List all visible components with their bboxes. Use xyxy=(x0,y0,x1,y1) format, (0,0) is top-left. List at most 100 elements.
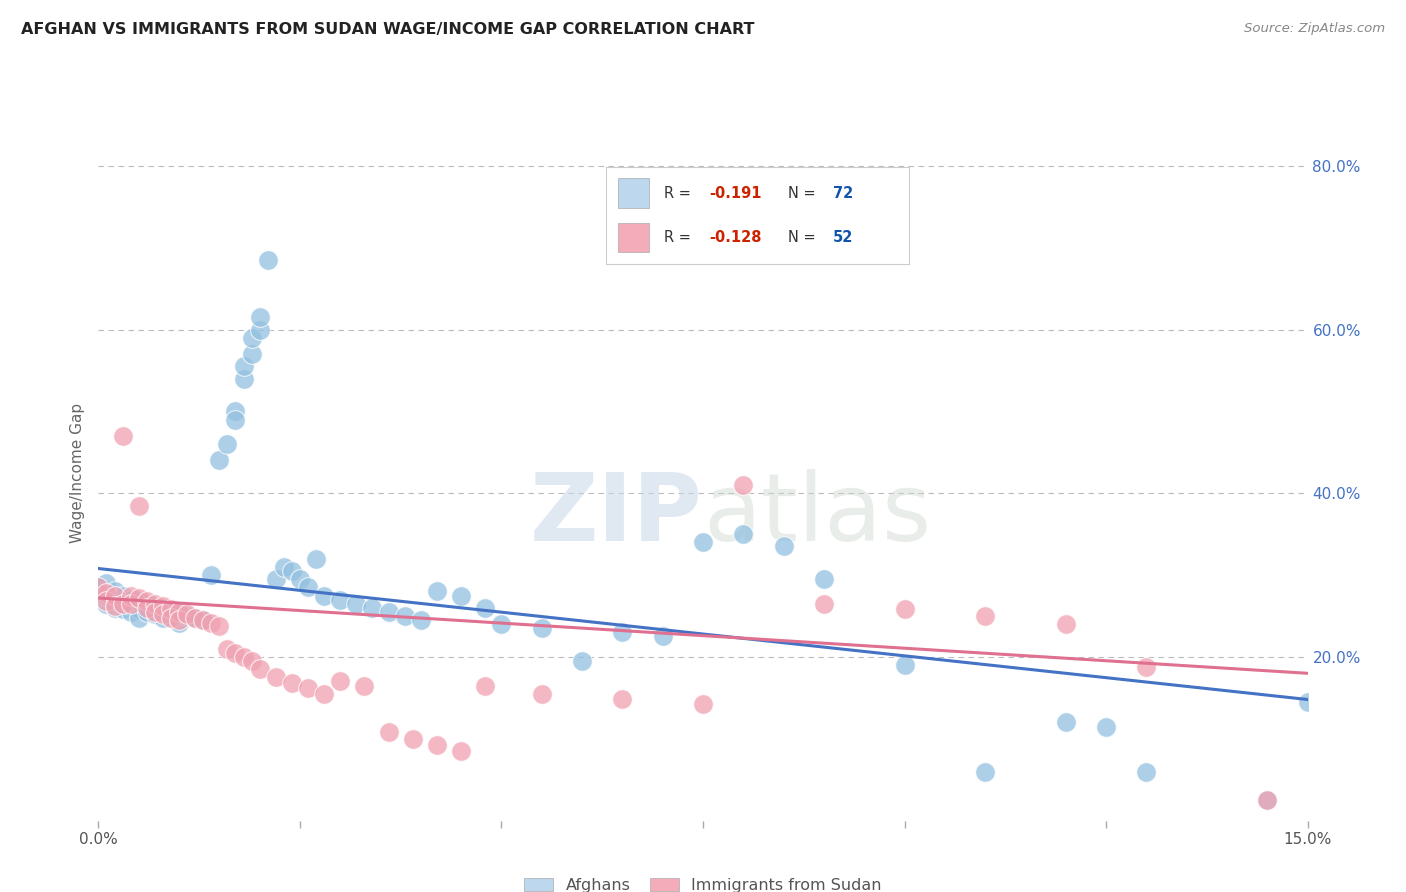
Point xyxy=(143,607,166,622)
Point xyxy=(893,602,915,616)
Point xyxy=(974,764,997,779)
Point xyxy=(264,572,287,586)
Point xyxy=(450,744,472,758)
Point xyxy=(474,600,496,615)
Point xyxy=(176,609,198,624)
Text: atlas: atlas xyxy=(703,468,931,560)
Point xyxy=(530,621,553,635)
Point xyxy=(103,592,125,607)
Text: N =: N = xyxy=(787,230,815,244)
Point xyxy=(111,429,134,443)
Point xyxy=(491,617,513,632)
Point xyxy=(152,607,174,622)
Text: 52: 52 xyxy=(832,230,853,244)
Point xyxy=(120,599,142,614)
Point xyxy=(176,607,198,622)
Point xyxy=(974,609,997,624)
Point xyxy=(692,698,714,712)
Text: 72: 72 xyxy=(832,186,853,201)
Point xyxy=(217,641,239,656)
Point xyxy=(96,597,118,611)
Point xyxy=(167,607,190,622)
Point xyxy=(135,600,157,615)
Point xyxy=(111,589,134,603)
Point xyxy=(128,499,150,513)
Point xyxy=(264,670,287,684)
Point xyxy=(232,649,254,664)
Y-axis label: Wage/Income Gap: Wage/Income Gap xyxy=(69,402,84,543)
Point xyxy=(96,594,118,608)
Point xyxy=(612,625,634,640)
Point xyxy=(232,359,254,374)
Point xyxy=(103,584,125,599)
Point xyxy=(361,600,384,615)
Point xyxy=(103,599,125,614)
Point xyxy=(377,725,399,739)
Point xyxy=(120,592,142,607)
Text: -0.191: -0.191 xyxy=(709,186,762,201)
Point xyxy=(96,576,118,591)
Point xyxy=(184,610,207,624)
Point xyxy=(224,412,246,426)
Point xyxy=(208,453,231,467)
Point xyxy=(128,610,150,624)
Point xyxy=(249,310,271,325)
Point xyxy=(184,610,207,624)
Point xyxy=(281,676,304,690)
Point xyxy=(193,613,215,627)
Point xyxy=(314,687,336,701)
Point xyxy=(152,599,174,614)
Point xyxy=(281,564,304,578)
Text: Source: ZipAtlas.com: Source: ZipAtlas.com xyxy=(1244,22,1385,36)
Point xyxy=(1256,793,1278,807)
Point xyxy=(249,662,271,676)
Point xyxy=(450,589,472,603)
Point xyxy=(135,594,157,608)
Point xyxy=(232,371,254,385)
Point xyxy=(160,602,183,616)
Point xyxy=(224,404,246,418)
Point xyxy=(167,615,190,630)
Point xyxy=(612,692,634,706)
Point xyxy=(402,731,425,746)
Point xyxy=(314,589,336,603)
Point xyxy=(1256,793,1278,807)
Point xyxy=(128,602,150,616)
Point xyxy=(217,437,239,451)
Text: R =: R = xyxy=(664,186,690,201)
Text: -0.128: -0.128 xyxy=(709,230,762,244)
Point xyxy=(409,613,432,627)
Point xyxy=(128,594,150,608)
Point xyxy=(111,602,134,616)
Point xyxy=(143,605,166,619)
Point xyxy=(288,572,311,586)
Point xyxy=(530,687,553,701)
Point xyxy=(305,551,328,566)
Point xyxy=(426,738,449,752)
Point xyxy=(167,613,190,627)
Point xyxy=(1054,617,1077,632)
Point xyxy=(1135,659,1157,673)
Point xyxy=(120,605,142,619)
Bar xyxy=(619,223,648,252)
Point xyxy=(87,580,110,594)
Text: N =: N = xyxy=(787,186,815,201)
Point xyxy=(240,654,263,668)
Point xyxy=(1095,719,1118,733)
Point xyxy=(224,646,246,660)
Point xyxy=(111,597,134,611)
Point xyxy=(377,605,399,619)
Point xyxy=(160,610,183,624)
Point xyxy=(128,591,150,605)
Point xyxy=(772,540,794,554)
Point xyxy=(96,586,118,600)
Point xyxy=(193,613,215,627)
Point xyxy=(87,580,110,594)
Text: R =: R = xyxy=(664,230,690,244)
Point xyxy=(167,605,190,619)
Point xyxy=(426,584,449,599)
Point xyxy=(273,560,295,574)
Point xyxy=(571,654,593,668)
Point xyxy=(297,681,319,695)
Point xyxy=(143,600,166,615)
